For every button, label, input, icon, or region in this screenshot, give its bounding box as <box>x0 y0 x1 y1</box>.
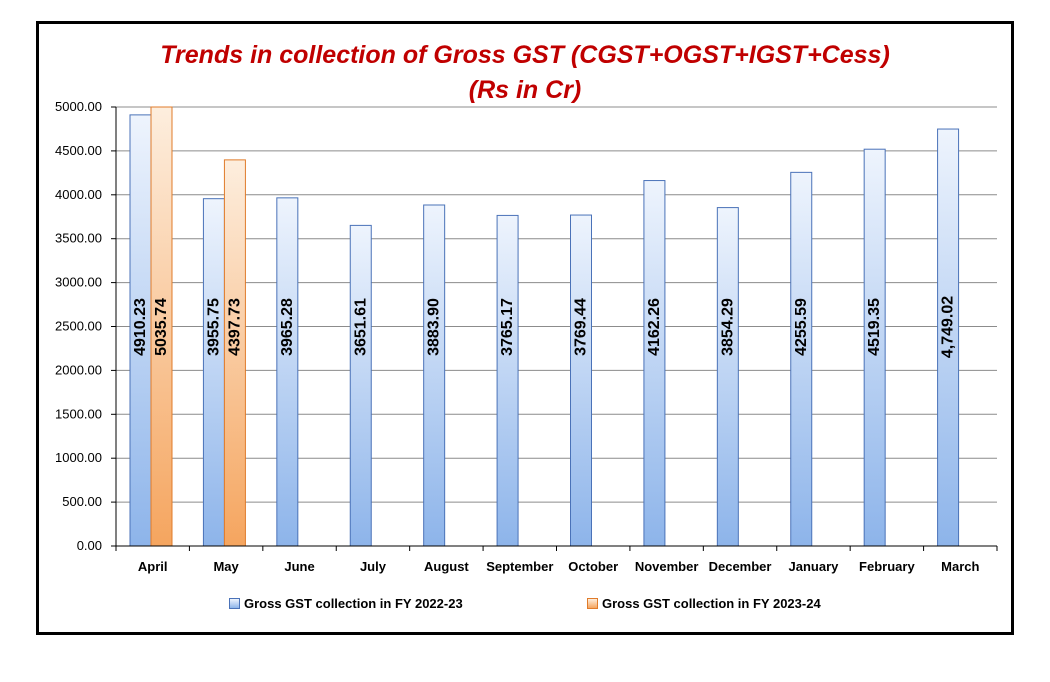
bar-2022-23-may <box>202 198 225 547</box>
x-tick-label: December <box>709 559 772 574</box>
data-label: 3965.28 <box>279 298 296 356</box>
bar-2022-23-july <box>349 224 372 547</box>
legend-swatch-2023-24 <box>587 597 598 609</box>
y-tick-label: 1500.00 <box>55 406 102 421</box>
legend-label-2022-23: Gross GST collection in FY 2022-23 <box>244 595 463 611</box>
data-label: 3955.75 <box>205 298 222 356</box>
bar-2022-23-august <box>423 204 446 547</box>
x-tick-label: June <box>284 559 314 574</box>
y-axis: 0.00 500.00 1000.00 1500.00 2000.00 2500.00 30… <box>55 99 117 553</box>
bar-2022-23-june <box>276 197 299 547</box>
data-label: 4162.26 <box>646 298 663 356</box>
data-label: 4,749.02 <box>940 296 957 358</box>
y-tick-label: 3500.00 <box>55 231 102 246</box>
y-tick-label: 4000.00 <box>55 187 102 202</box>
data-label: 4910.23 <box>132 298 149 356</box>
y-tick-label: 0.00 <box>77 538 102 553</box>
y-tick-label: 2000.00 <box>55 362 102 377</box>
legend-item-2023-24: Gross GST collection in FY 2023-24 <box>587 594 821 612</box>
y-tick-label: 4500.00 <box>55 143 102 158</box>
chart-title: Trends in collection of Gross GST (CGST+… <box>160 41 890 69</box>
x-tick-label: April <box>138 559 168 574</box>
chart-frame <box>36 21 1014 635</box>
y-tick-label: 500.00 <box>62 494 102 509</box>
bar-2022-23-october <box>570 214 592 547</box>
x-tick-label: January <box>789 559 840 574</box>
data-label: 4397.73 <box>226 298 243 356</box>
bars: 4910.23 5035.74 3955.75 4397.73 3965.28 3651.… <box>129 106 960 547</box>
x-axis: April May June July August September October No… <box>115 545 998 574</box>
y-tick-label: 1000.00 <box>55 450 102 465</box>
x-tick-label: February <box>859 559 915 574</box>
data-label: 3769.44 <box>573 298 590 356</box>
y-tick-label: 2500.00 <box>55 319 102 334</box>
y-tick-label: 3000.00 <box>55 275 102 290</box>
x-tick-label: September <box>486 559 553 574</box>
data-label: 4519.35 <box>866 298 883 356</box>
data-label: 3854.29 <box>719 298 736 356</box>
legend-label-2023-24: Gross GST collection in FY 2023-24 <box>602 595 821 611</box>
bar-2022-23-december <box>716 207 739 547</box>
bar-2022-23-january <box>790 171 813 547</box>
x-tick-label: July <box>360 559 387 574</box>
data-label: 4255.59 <box>793 298 810 356</box>
y-tick-label: 5000.00 <box>55 99 102 114</box>
chart-subtitle: (Rs in Cr) <box>468 76 582 104</box>
bar-2022-23-september <box>496 214 519 547</box>
x-tick-label: October <box>568 559 618 574</box>
bar-2022-23-november <box>643 180 666 547</box>
x-tick-label: May <box>213 559 239 574</box>
data-label: 3883.90 <box>426 298 443 356</box>
x-tick-label: November <box>635 559 699 574</box>
data-label: 3651.61 <box>352 298 369 356</box>
legend-swatch-2022-23 <box>229 597 240 609</box>
x-tick-label: August <box>424 559 469 574</box>
data-label: 3765.17 <box>499 298 516 356</box>
x-tick-label: March <box>941 559 979 574</box>
legend-item-2022-23: Gross GST collection in FY 2022-23 <box>229 594 463 612</box>
data-label: 5035.74 <box>153 298 170 356</box>
